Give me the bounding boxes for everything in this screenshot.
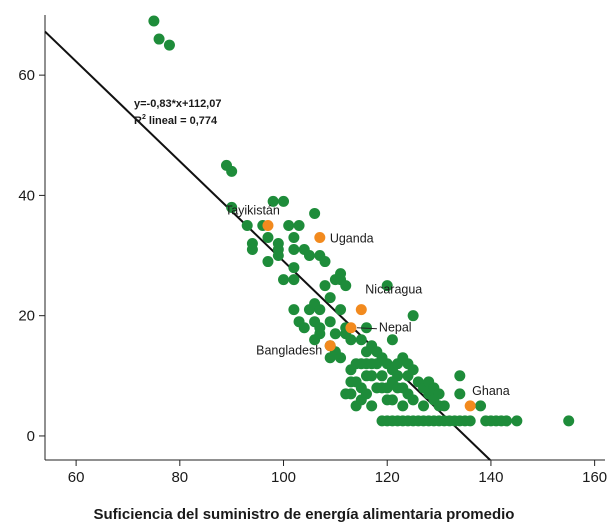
x-tick-label: 140 <box>478 469 503 486</box>
data-point <box>319 256 331 268</box>
data-point <box>366 370 378 382</box>
data-point <box>226 165 238 177</box>
highlight-point <box>464 400 476 412</box>
x-tick-label: 60 <box>68 469 85 486</box>
regression-line-group <box>44 30 491 461</box>
point-label: Ghana <box>472 384 510 398</box>
data-point <box>511 415 523 427</box>
x-axis-label: Suficiencia del suministro de energía al… <box>93 506 515 523</box>
data-point <box>433 388 445 400</box>
x-tick-label: 100 <box>271 469 296 486</box>
data-point <box>288 262 300 274</box>
data-point <box>278 274 290 286</box>
data-point <box>283 219 295 231</box>
scatter-chart: 60 80 100 120 140 160 0 20 40 60 Tayikistán Uganda… <box>18 15 607 486</box>
data-point <box>407 310 419 322</box>
r-squared-suffix: lineal = 0,774 <box>146 115 218 127</box>
data-point <box>241 219 253 231</box>
data-point <box>335 352 347 364</box>
data-point <box>360 388 372 400</box>
data-point <box>376 370 388 382</box>
data-point <box>303 250 315 262</box>
y-tick-label: 20 <box>18 308 35 325</box>
data-point <box>324 292 336 304</box>
y-tick-label: 60 <box>18 67 35 84</box>
data-point <box>386 394 398 406</box>
regression-equation-text: y=-0,83*x+112,07 <box>134 98 221 110</box>
data-point <box>288 304 300 316</box>
data-point <box>314 304 326 316</box>
data-point <box>319 280 331 292</box>
highlight-point <box>324 340 336 352</box>
data-point <box>288 232 300 243</box>
data-point <box>329 328 341 340</box>
data-point <box>345 334 357 346</box>
data-point <box>407 394 419 406</box>
data-point <box>324 316 336 328</box>
r-squared-superscript: 2 <box>142 114 146 121</box>
data-point <box>345 388 357 400</box>
data-point <box>262 232 274 243</box>
data-point <box>226 201 238 213</box>
data-point <box>397 400 409 412</box>
data-point <box>464 415 476 427</box>
data-point <box>309 207 321 219</box>
point-label: Nicaragua <box>365 283 422 297</box>
data-point <box>153 33 165 45</box>
x-tick-label: 160 <box>582 469 607 486</box>
data-point <box>475 400 487 412</box>
data-point <box>438 400 450 412</box>
axes <box>44 15 605 461</box>
data-point <box>454 370 466 382</box>
data-point <box>288 244 300 256</box>
data-point <box>366 400 378 412</box>
y-tick-label: 40 <box>18 187 35 204</box>
data-point <box>355 334 367 346</box>
regression-equation: y=-0,83*x+112,07 R2 lineal = 0,774 <box>134 98 221 127</box>
data-point <box>262 256 274 268</box>
data-point <box>500 415 512 427</box>
highlight-point <box>355 304 367 316</box>
data-point <box>454 388 466 400</box>
x-tick-label: 80 <box>171 469 188 486</box>
data-point <box>267 195 279 207</box>
r-squared-prefix: R <box>134 115 142 127</box>
regression-line <box>44 30 491 461</box>
point-label: Bangladesh <box>256 344 322 358</box>
data-point <box>314 328 326 340</box>
data-point <box>246 244 258 256</box>
data-point <box>407 364 419 376</box>
data-point <box>386 334 398 346</box>
annotation-leader-line <box>356 327 377 330</box>
data-point <box>278 195 290 207</box>
r-squared-text: R2 lineal = 0,774 <box>134 114 218 127</box>
point-label: Nepal <box>379 321 412 335</box>
data-point <box>288 274 300 286</box>
data-point <box>163 39 175 51</box>
data-points <box>148 15 575 427</box>
data-point <box>381 280 393 292</box>
axis-ticks: 60 80 100 120 140 160 0 20 40 60 <box>18 67 607 486</box>
point-label: Tayikistán <box>225 203 280 217</box>
data-point <box>340 280 352 292</box>
highlight-point <box>314 232 326 243</box>
x-tick-label: 120 <box>375 469 400 486</box>
data-point <box>418 400 430 412</box>
point-annotations: Tayikistán Uganda Nicaragua Nepal Bangladesh… <box>225 203 510 397</box>
data-point <box>293 219 305 231</box>
point-label: Uganda <box>330 232 374 246</box>
data-point <box>563 415 575 427</box>
data-point <box>148 15 160 27</box>
highlight-point <box>345 322 357 334</box>
data-point <box>298 322 310 334</box>
highlight-point <box>262 219 274 231</box>
y-tick-label: 0 <box>27 428 35 445</box>
data-point <box>335 304 347 316</box>
data-point <box>272 250 284 262</box>
data-point <box>392 370 404 382</box>
